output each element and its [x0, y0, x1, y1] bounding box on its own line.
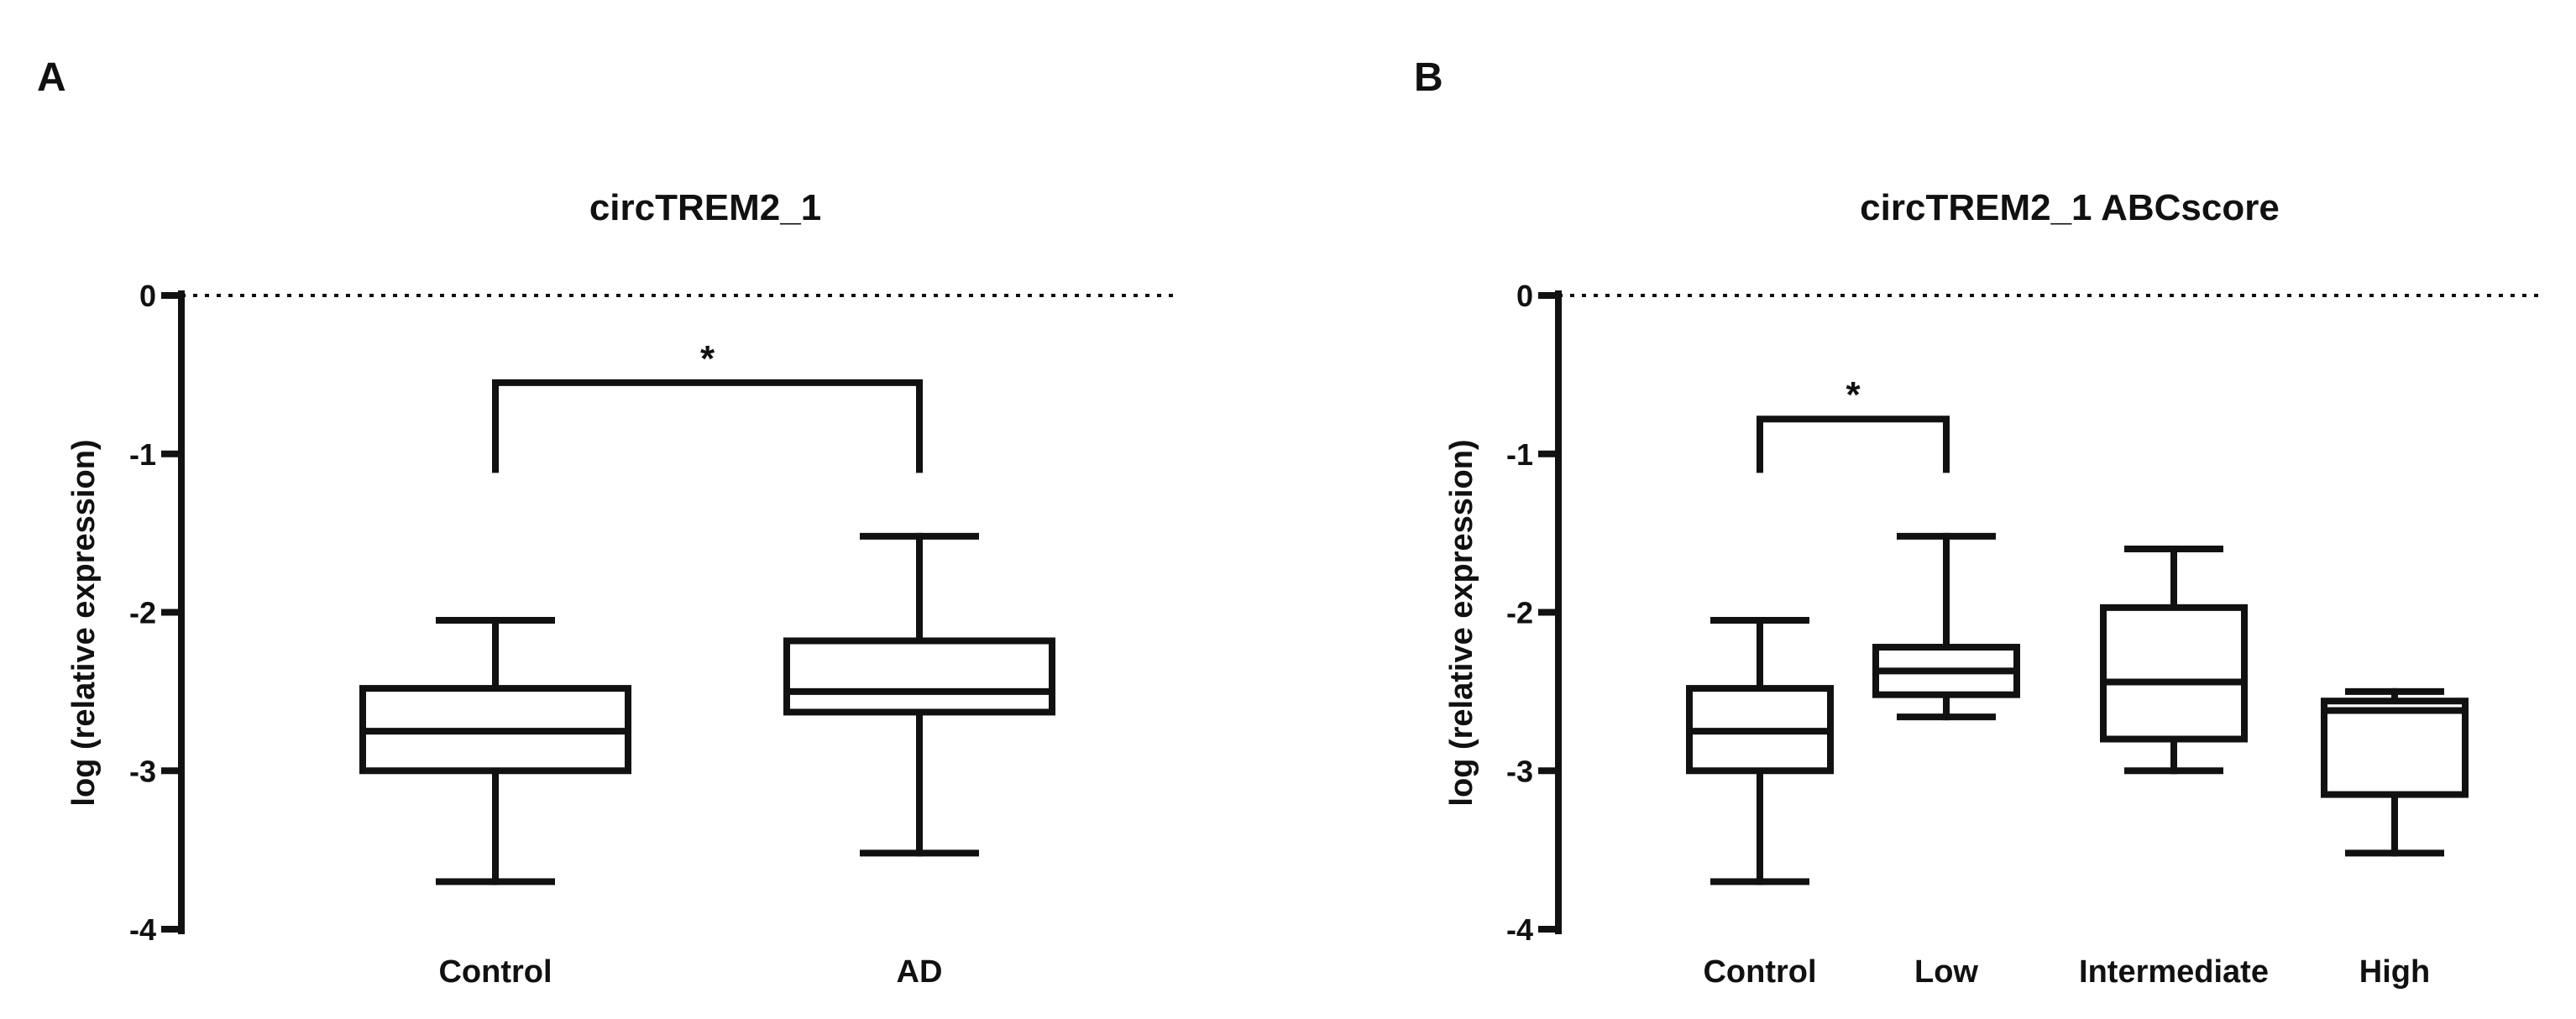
- significance-star-a: *: [700, 338, 715, 379]
- plot-area-b: 0 -1 -2 -3 -4 Control Low Intermediate High *: [1506, 279, 2544, 990]
- significance-bracket-a: [492, 379, 923, 473]
- y-tick-label-a-3: -3: [129, 754, 156, 788]
- y-tick-label-b-1: -1: [1506, 437, 1533, 472]
- y-tick-label-a-2: -2: [129, 596, 156, 630]
- y-tick-label-b-3: -3: [1506, 754, 1533, 788]
- significance-star-b: *: [1846, 374, 1861, 415]
- y-tick-label-b-4: -4: [1506, 912, 1533, 947]
- y-axis-label-a: log (relative expression): [66, 439, 102, 806]
- panel-b: B circTREM2_1 ABCscore log (relative exp…: [1414, 55, 2544, 990]
- box-b-intermediate: [2100, 546, 2248, 775]
- y-tick-label-b-2: -2: [1506, 596, 1533, 630]
- x-tick-label-b-low: Low: [1914, 954, 1978, 990]
- x-tick-label-a-ad: AD: [897, 954, 943, 990]
- box-body: [2100, 604, 2248, 743]
- y-tick-label-a-1: -1: [129, 437, 156, 472]
- plot-area-a: 0 -1 -2 -3 -4 Control AD *: [129, 279, 1175, 990]
- y-axis-label-b: log (relative expression): [1444, 439, 1479, 806]
- x-tick-label-a-control: Control: [438, 954, 552, 990]
- box-b-high: [2321, 687, 2469, 857]
- box-b-low: [1872, 532, 2020, 721]
- panel-a: A circTREM2_1 log (relative expression) …: [37, 55, 1175, 990]
- box-b-control: [1686, 616, 1834, 886]
- x-tick-label-b-control: Control: [1703, 954, 1816, 990]
- chart-title-b: circTREM2_1 ABCscore: [1860, 187, 2280, 228]
- panel-letter-a: A: [37, 55, 66, 100]
- chart-title-a: circTREM2_1: [589, 187, 821, 228]
- x-tick-label-b-high: High: [2359, 954, 2430, 990]
- panel-letter-b: B: [1414, 55, 1443, 100]
- box-a-control: [359, 616, 631, 886]
- box-a-ad: [783, 532, 1055, 857]
- box-body: [2321, 698, 2469, 798]
- y-tick-label-a-0: 0: [139, 279, 156, 313]
- y-tick-label-b-0: 0: [1516, 279, 1533, 313]
- box-body: [783, 637, 1055, 716]
- significance-bracket-b: [1757, 415, 1950, 473]
- y-tick-label-a-4: -4: [129, 912, 156, 947]
- x-tick-label-b-intermediate: Intermediate: [2079, 954, 2269, 990]
